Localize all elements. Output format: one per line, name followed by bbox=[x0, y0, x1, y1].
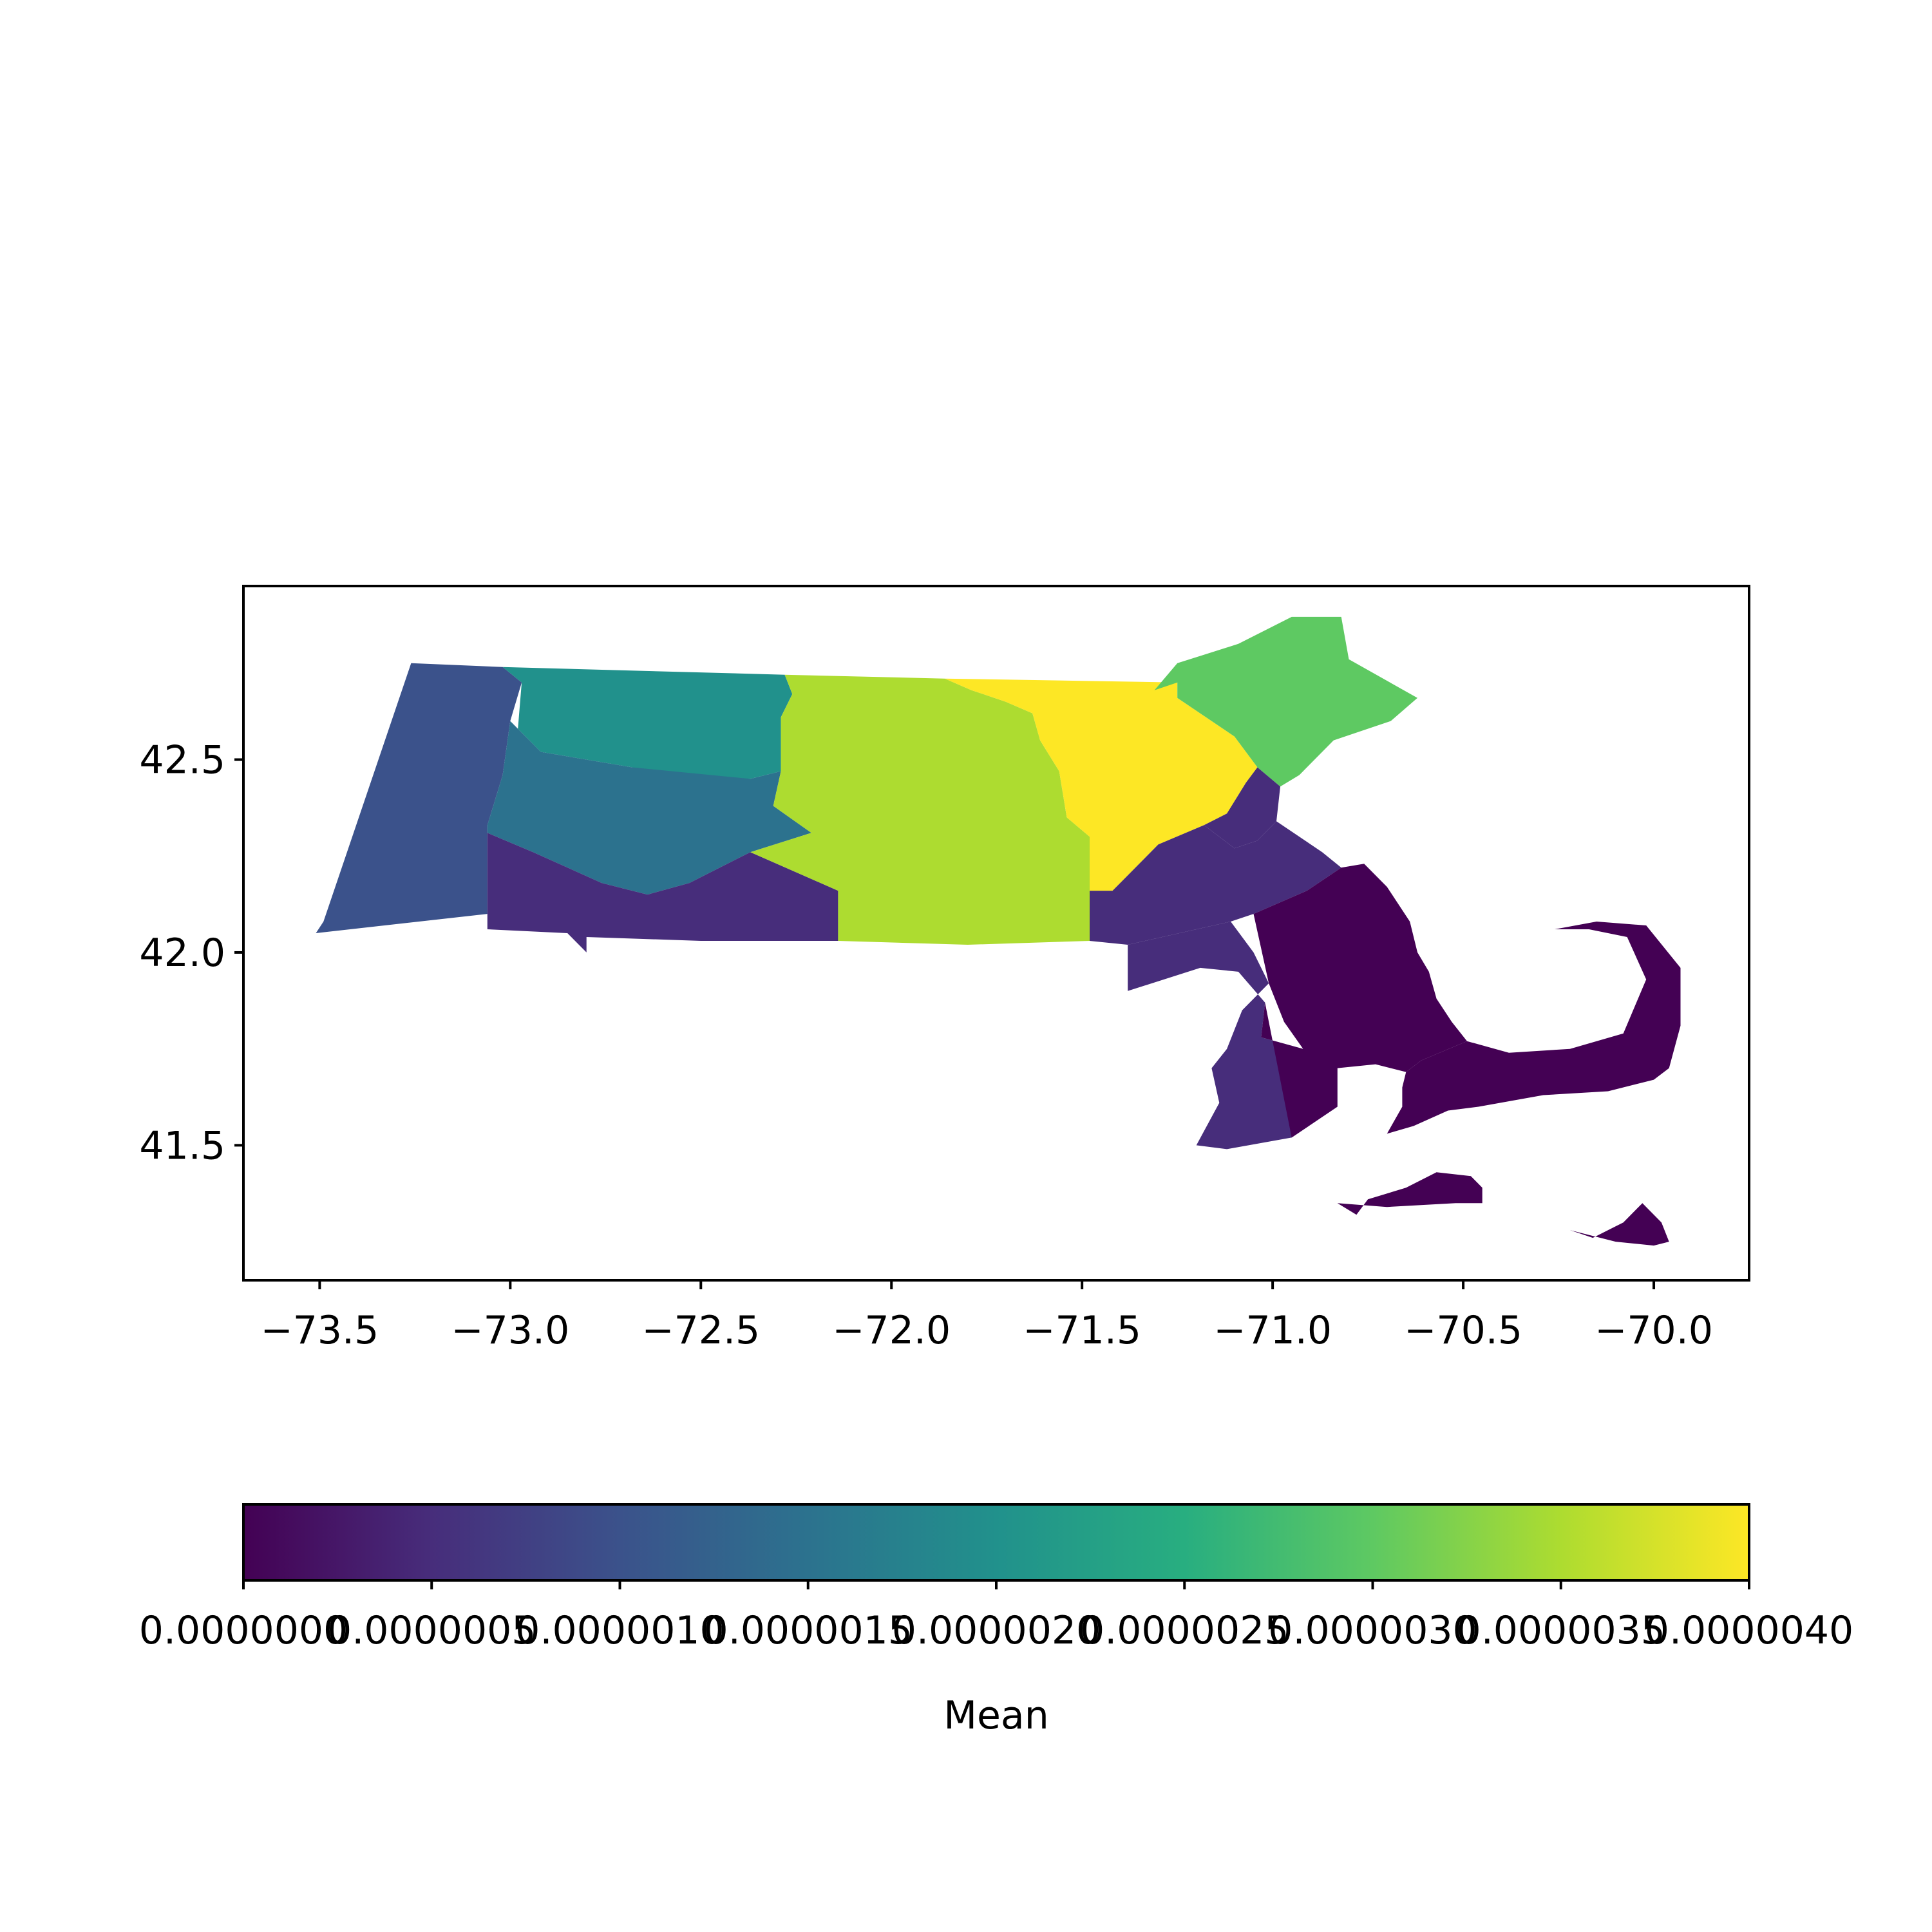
region-middlesex bbox=[945, 678, 1258, 891]
colorbar-tick-label: 0.0000020 bbox=[892, 1608, 1101, 1653]
colorbar-gradient bbox=[243, 1504, 1749, 1580]
x-tick-label: −71.5 bbox=[1023, 1308, 1141, 1353]
map-regions bbox=[316, 616, 1681, 1246]
colorbar-tick-label: 0.0000025 bbox=[1080, 1608, 1289, 1653]
y-tick-label: 41.5 bbox=[139, 1123, 225, 1168]
x-axis: −73.5 −73.0 −72.5 −72.0 −71.5 −71.0 −70.5 −70.0 bbox=[260, 1280, 1713, 1353]
colorbar-label: Mean bbox=[943, 1693, 1048, 1738]
x-tick-label: −73.5 bbox=[260, 1308, 379, 1353]
x-tick-label: −70.0 bbox=[1595, 1308, 1713, 1353]
x-tick-label: −73.0 bbox=[451, 1308, 569, 1353]
colorbar-tick-label: 0.0000010 bbox=[515, 1608, 724, 1653]
region-marthas-vineyard bbox=[1337, 1172, 1482, 1215]
region-plymouth bbox=[1253, 864, 1467, 1138]
colorbar-tick-label: 0.0000030 bbox=[1268, 1608, 1477, 1653]
colorbar-tick-label: 0.0000040 bbox=[1645, 1608, 1853, 1653]
x-tick-label: −70.5 bbox=[1404, 1308, 1522, 1353]
map-axes-frame bbox=[242, 585, 1750, 1282]
region-barnstable bbox=[1387, 922, 1681, 1134]
colorbar: 0.00000000.00000050.00000100.00000150.00… bbox=[139, 1503, 1853, 1738]
x-tick-label: −72.0 bbox=[832, 1308, 951, 1353]
x-tick-label: −72.5 bbox=[641, 1308, 760, 1353]
region-hampshire bbox=[487, 721, 811, 895]
x-tick-label: −71.0 bbox=[1213, 1308, 1332, 1353]
region-essex bbox=[1154, 616, 1417, 787]
y-axis: 41.5 42.0 42.5 bbox=[139, 738, 243, 1168]
colorbar-tick-label: 0.0000015 bbox=[704, 1608, 913, 1653]
region-nantucket bbox=[1569, 1203, 1669, 1246]
y-tick-label: 42.0 bbox=[139, 931, 225, 976]
region-hampden bbox=[487, 833, 838, 952]
colorbar-tick-label: 0.0000035 bbox=[1457, 1608, 1665, 1653]
region-norfolk bbox=[1090, 821, 1341, 945]
region-suffolk bbox=[1204, 767, 1280, 849]
region-berkshire bbox=[316, 663, 522, 933]
colorbar-ticks: 0.00000000.00000050.00000100.00000150.00… bbox=[139, 1580, 1853, 1653]
region-franklin bbox=[502, 667, 793, 779]
colorbar-tick-label: 0.0000000 bbox=[139, 1608, 348, 1653]
region-worcester bbox=[750, 674, 1090, 945]
colorbar-tick-label: 0.0000005 bbox=[327, 1608, 536, 1653]
y-tick-label: 42.5 bbox=[139, 738, 225, 783]
